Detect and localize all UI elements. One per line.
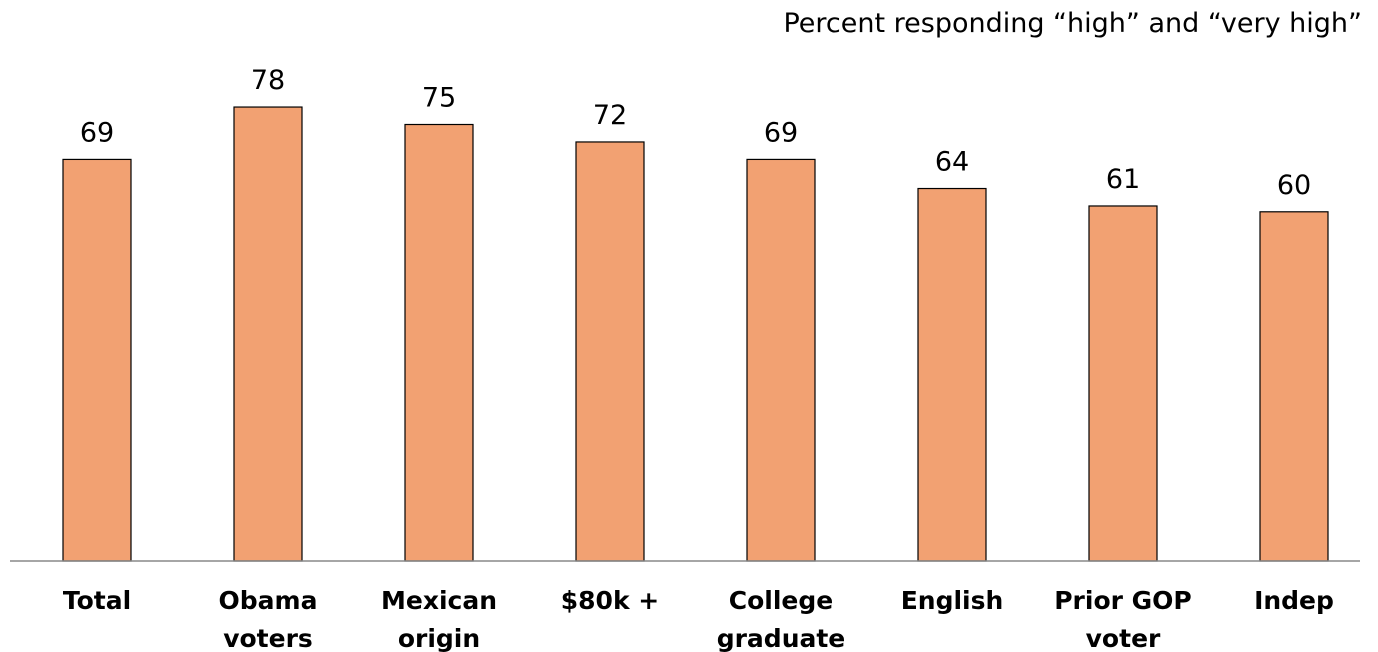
value-label-obama-voters: 78	[251, 65, 285, 96]
bars-layer	[62, 106, 1329, 562]
bar-total	[62, 158, 132, 562]
value-label-english: 64	[935, 147, 969, 178]
category-label-english: English	[901, 586, 1004, 615]
value-label-indep: 60	[1277, 170, 1311, 201]
chart-title: Percent responding “high” and “very high…	[783, 8, 1362, 39]
category-label-80k: $80k +	[561, 586, 659, 615]
value-label-prior-gop-voter: 61	[1106, 164, 1140, 195]
category-label-obama-voters: Obama voters	[219, 586, 318, 652]
category-label-indep: Indep	[1254, 586, 1334, 615]
bar-80k	[575, 141, 645, 562]
bar-prior-gop-voter	[1088, 205, 1158, 562]
value-label-80k: 72	[593, 100, 627, 131]
category-labels-layer: Total Obama voters Mexican origin $80k + Colle…	[63, 586, 1334, 652]
category-label-college-graduate: College graduate	[717, 586, 846, 652]
value-label-mexican-origin: 75	[422, 83, 456, 114]
value-label-total: 69	[80, 117, 114, 148]
bar-obama-voters	[233, 106, 303, 562]
category-label-total: Total	[63, 586, 131, 615]
value-label-college-graduate: 69	[764, 117, 798, 148]
bar-indep	[1259, 211, 1329, 562]
value-labels-layer: 69 78 75 72 69 64 61 60	[80, 65, 1311, 201]
bar-english	[917, 187, 987, 562]
bar-college-graduate	[746, 158, 816, 562]
bar-mexican-origin	[404, 123, 474, 562]
category-label-prior-gop-voter: Prior GOP voter	[1054, 586, 1192, 652]
category-label-mexican-origin: Mexican origin	[381, 586, 497, 652]
